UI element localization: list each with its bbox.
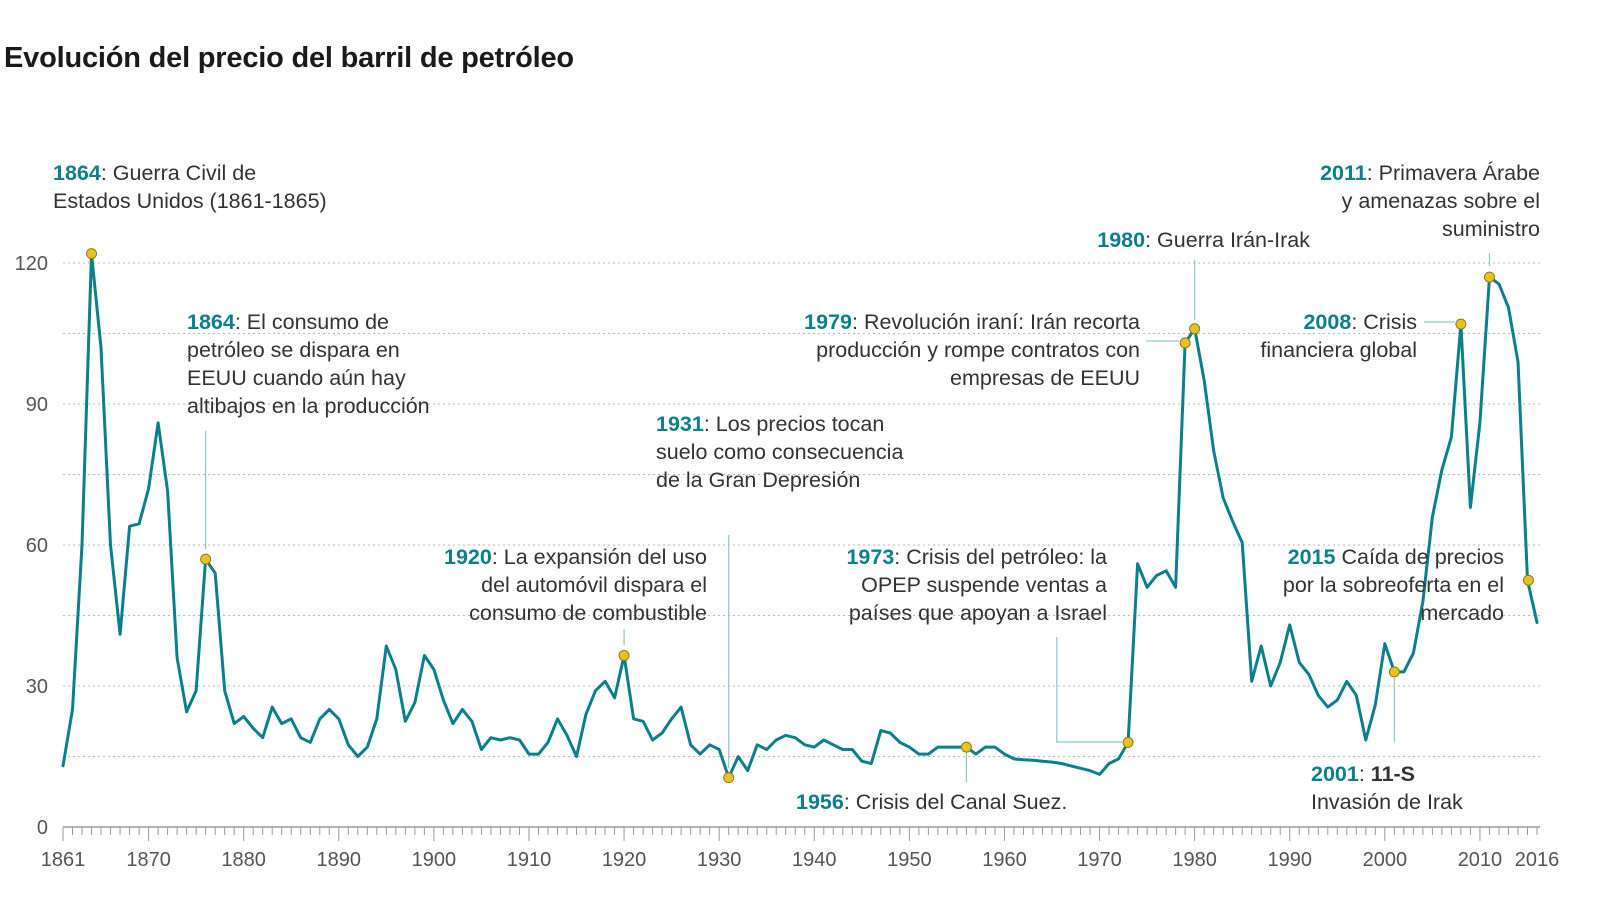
annotation-text: : Guerra Irán-Irak	[1145, 228, 1310, 252]
annotation-year: 2011	[1320, 161, 1367, 185]
annotation-text: : El consumo de	[235, 310, 389, 334]
annotation-line: mercado	[1420, 601, 1504, 625]
annotation-label: 2001: 11-S Invasión de Irak	[1311, 762, 1463, 814]
chart-title: Evolución del precio del barril de petró…	[4, 42, 574, 74]
annotation-line: altibajos en la producción	[187, 394, 430, 418]
annotation-year: 1979	[804, 310, 852, 334]
annotation-text: : Guerra Civil de	[101, 161, 256, 185]
annotation-line: empresas de EEUU	[950, 366, 1140, 390]
annotation-text: : Primavera Árabe	[1367, 160, 1540, 185]
x-tick-label: 1960	[982, 849, 1027, 871]
annotation-year: 1931	[656, 412, 704, 436]
annotation-leader	[1056, 637, 1123, 743]
annotation-line: suelo como consecuencia	[656, 440, 903, 464]
annotation-line: consumo de combustible	[469, 601, 707, 625]
annotation-text: Caída de precios	[1335, 545, 1504, 569]
y-tick-label: 0	[37, 817, 48, 839]
y-tick-label: 90	[26, 394, 48, 416]
annotation-line: financiera global	[1260, 338, 1417, 362]
annotation-label: 1931: Los precios tocan suelo como consec…	[656, 412, 903, 492]
marker-layer	[86, 248, 1534, 784]
x-tick-label: 1970	[1077, 849, 1122, 871]
annotation-line: por la sobreoferta en el	[1283, 573, 1504, 597]
label-layer: 1864: Guerra Civil de Estados Unidos (186…	[53, 160, 1540, 814]
x-tick-label: 1870	[126, 849, 171, 871]
x-tick-label: 1890	[317, 849, 362, 871]
event-marker	[1455, 318, 1467, 330]
annotation-year: 1980	[1097, 228, 1145, 252]
annotation-line: suministro	[1442, 217, 1540, 241]
event-marker	[618, 649, 630, 661]
annotation-label: 2011: Primavera Árabe y amenazas sobre el…	[1320, 160, 1540, 241]
x-tick-label: 1950	[887, 849, 932, 871]
annotation-year: 1973	[846, 545, 894, 569]
x-tick-label: 1980	[1172, 849, 1217, 871]
annotation-bold: 11-S	[1371, 762, 1415, 786]
event-marker	[1189, 323, 1201, 335]
x-tick-label: 2016	[1515, 849, 1560, 871]
annotation-label: 1864: Guerra Civil de Estados Unidos (186…	[53, 161, 327, 213]
annotation-year: 1864	[53, 161, 101, 185]
annotation-label: 1979: Revolución iraní: Irán recorta prod…	[804, 310, 1140, 390]
event-marker	[960, 741, 972, 753]
annotation-line: OPEP suspende ventas a	[861, 573, 1107, 597]
annotation-year: 1864	[187, 310, 235, 334]
annotation-line: de la Gran Depresión	[656, 468, 860, 492]
annotation-year: 1956	[796, 790, 844, 814]
event-marker	[200, 553, 212, 565]
annotation-year: 2001	[1311, 762, 1359, 786]
annotation-text: :	[1359, 762, 1371, 786]
grid-layer	[63, 262, 1540, 757]
x-tick-label: 1880	[221, 849, 266, 871]
event-marker	[1122, 736, 1134, 748]
annotation-year: 2008	[1303, 310, 1351, 334]
annotation-label: 1864: El consumo de petróleo se dispara e…	[187, 310, 430, 418]
y-tick-label: 60	[26, 535, 48, 557]
leader-layer	[205, 253, 1491, 782]
annotation-year: 2015	[1288, 545, 1336, 569]
annotation-line: del automóvil dispara el	[481, 573, 707, 597]
annotation-label: 2008: Crisis financiera global	[1260, 310, 1417, 362]
x-tick-label: 1861	[41, 849, 86, 871]
annotation-label: 2015 Caída de precios por la sobreoferta …	[1283, 545, 1504, 625]
annotation-line: producción y rompe contratos con	[816, 338, 1140, 362]
event-marker	[1483, 271, 1495, 283]
annotation-text: : Crisis del Canal Suez.	[844, 790, 1067, 814]
annotation-label: 1973: Crisis del petróleo: la OPEP suspen…	[846, 545, 1107, 625]
annotation-text: : Crisis del petróleo: la	[894, 545, 1107, 569]
annotation-label: 1980: Guerra Irán-Irak	[1097, 228, 1310, 252]
y-tick-label: 120	[15, 253, 48, 275]
event-marker	[1388, 666, 1400, 678]
annotation-label: 1920: La expansión del uso del automóvil …	[444, 545, 707, 625]
annotation-text: : Los precios tocan	[704, 412, 884, 436]
price-series-line	[61, 252, 1539, 780]
x-tick-label: 1990	[1267, 849, 1312, 871]
annotation-line: y amenazas sobre el	[1342, 189, 1540, 213]
x-tick-label: 1930	[697, 849, 742, 871]
x-tick-label: 1940	[792, 849, 837, 871]
event-marker	[723, 772, 735, 784]
event-marker	[1179, 337, 1191, 349]
event-marker	[86, 248, 98, 260]
annotation-label: 1956: Crisis del Canal Suez.	[796, 790, 1067, 814]
annotation-line: Estados Unidos (1861-1865)	[53, 189, 327, 213]
annotation-year: 1920	[444, 545, 492, 569]
x-tick-label: 2000	[1363, 849, 1408, 871]
event-marker	[1522, 574, 1534, 586]
x-tick-label: 1900	[412, 849, 457, 871]
annotation-line: petróleo se dispara en	[187, 338, 400, 362]
x-tick-label: 2010	[1458, 849, 1503, 871]
annotation-line: Invasión de Irak	[1311, 790, 1463, 814]
annotation-text: : Revolución iraní: Irán recorta	[852, 310, 1140, 334]
annotation-text: : Crisis	[1351, 310, 1417, 334]
x-tick-label: 1910	[507, 849, 552, 871]
annotation-text: : La expansión del uso	[492, 545, 707, 569]
y-tick-label: 30	[26, 676, 48, 698]
annotation-line: EEUU cuando aún hay	[187, 366, 406, 390]
x-tick-label: 1920	[602, 849, 647, 871]
annotation-line: países que apoyan a Israel	[849, 601, 1107, 625]
